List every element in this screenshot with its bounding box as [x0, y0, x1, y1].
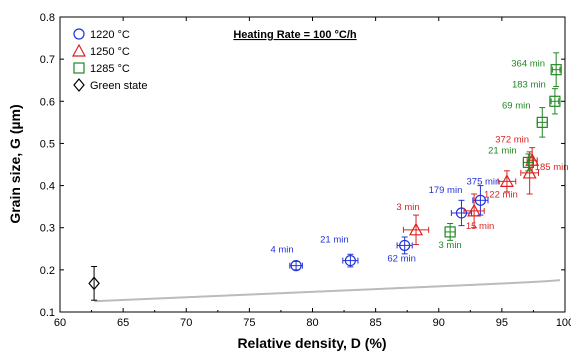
- legend-label: 1285 °C: [90, 63, 130, 75]
- point-label: 21 min: [488, 145, 517, 156]
- data-point: 21 min: [320, 235, 359, 268]
- point-label: 15 min: [466, 221, 495, 232]
- data-points-layer: 4 min 21 min 62 min 179 min 375 min 3 min 15 m…: [88, 52, 569, 301]
- data-point: 364 min: [511, 52, 562, 88]
- diamond-marker: [73, 78, 85, 92]
- triangle-marker: [409, 222, 424, 236]
- circle-marker: [399, 239, 411, 252]
- data-point: 21 min: [488, 145, 534, 172]
- data-point: 183 min: [512, 79, 561, 115]
- data-point: 375 min: [467, 176, 501, 216]
- point-label: 372 min: [495, 134, 529, 145]
- data-point: 179 min: [429, 185, 473, 227]
- square-marker: [550, 64, 562, 76]
- x-tick-label: 95: [496, 317, 508, 329]
- y-tick-label: 0.6: [40, 96, 55, 108]
- legend-item: 1220 °C: [73, 28, 130, 41]
- y-tick-label: 0.3: [40, 223, 55, 235]
- series-square: 3 min 21 min 69 min 183 min 364 min: [438, 52, 562, 251]
- legend-label: 1220 °C: [90, 29, 130, 41]
- point-label: 375 min: [467, 176, 501, 187]
- triangle-marker: [467, 203, 482, 217]
- triangle-marker: [71, 43, 87, 57]
- point-label: 183 min: [512, 79, 546, 90]
- point-label: 3 min: [438, 240, 461, 251]
- point-label: 4 min: [270, 245, 293, 256]
- data-point: 69 min: [502, 100, 548, 138]
- data-point: 3 min: [438, 223, 462, 251]
- y-tick-label: 0.1: [40, 307, 55, 319]
- point-label: 3 min: [396, 202, 419, 213]
- x-tick-label: 60: [54, 317, 66, 329]
- y-tick-label: 0.7: [40, 54, 55, 66]
- plot-frame: [59, 16, 566, 313]
- circle-marker: [290, 260, 302, 272]
- data-point: 122 min: [484, 170, 518, 200]
- diamond-marker: [88, 276, 100, 291]
- square-marker: [549, 95, 561, 107]
- data-point: 4 min: [270, 245, 303, 272]
- square-marker: [73, 62, 85, 74]
- point-label: 21 min: [320, 235, 349, 246]
- legend-label: 1250 °C: [90, 46, 130, 58]
- x-tick-label: 80: [306, 317, 318, 329]
- circle-marker: [455, 207, 468, 219]
- data-point: [88, 265, 100, 301]
- x-tick-label: 75: [243, 317, 255, 329]
- point-label: 122 min: [484, 189, 518, 200]
- fit-curve: [94, 279, 561, 303]
- data-point: 3 min: [396, 202, 430, 246]
- series-triangle: 3 min 15 min 122 min 185 min 372 min: [396, 134, 569, 246]
- square-marker: [522, 156, 534, 168]
- circle-marker: [344, 254, 356, 267]
- x-tick-label: 65: [117, 317, 129, 329]
- x-tick-label: 90: [433, 317, 445, 329]
- series-circle: 4 min 21 min 62 min 179 min 375 min: [270, 176, 501, 272]
- point-label: 185 min: [535, 162, 569, 173]
- y-tick-label: 0.8: [40, 12, 55, 24]
- x-tick-label: 70: [180, 317, 192, 329]
- square-marker: [444, 226, 456, 238]
- axis-ticks: 60 65 70 75 80 85 90 95 100 0.1 0.2 0.3 0.4 0.5 0.6 0.7…: [40, 12, 571, 329]
- legend-item: 1285 °C: [73, 62, 130, 75]
- circle-marker: [474, 194, 487, 206]
- point-label: 69 min: [502, 100, 531, 111]
- y-tick-label: 0.5: [40, 138, 55, 150]
- legend: 1220 °C 1250 °C 1285 °C Green state: [71, 28, 147, 92]
- data-point: 62 min: [387, 236, 416, 264]
- legend-item: 1250 °C: [71, 43, 130, 58]
- fit-curve-layer: [94, 279, 561, 303]
- x-tick-label: 85: [370, 317, 382, 329]
- data-point: 15 min: [463, 193, 495, 232]
- circle-marker: [73, 28, 85, 40]
- triangle-marker: [525, 153, 540, 166]
- point-label: 364 min: [511, 59, 545, 70]
- y-axis-label: Grain size, G (µm): [7, 104, 23, 223]
- series-diamond: [88, 265, 100, 301]
- x-tick-label: 100: [556, 317, 571, 329]
- point-label: 179 min: [429, 185, 463, 196]
- y-tick-label: 0.4: [40, 181, 55, 193]
- header-annotation: Heating Rate = 100 °C/h: [233, 29, 357, 41]
- triangle-marker: [499, 174, 514, 187]
- point-label: 62 min: [387, 253, 416, 264]
- legend-label: Green state: [90, 80, 147, 92]
- legend-item: Green state: [73, 78, 147, 92]
- square-marker: [536, 116, 548, 128]
- x-axis-label: Relative density, D (%): [237, 335, 386, 351]
- y-tick-label: 0.2: [40, 265, 55, 277]
- data-point: 372 min: [495, 134, 540, 174]
